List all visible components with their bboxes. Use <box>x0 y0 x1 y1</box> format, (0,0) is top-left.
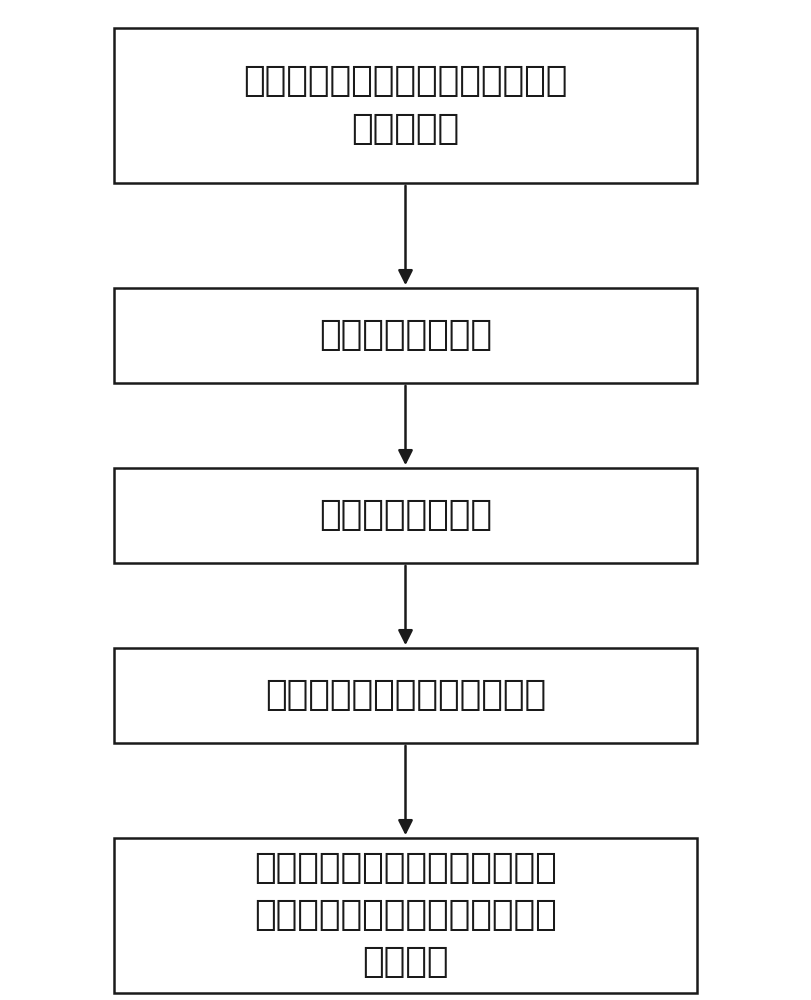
Text: 相关性模型的建立: 相关性模型的建立 <box>319 498 492 532</box>
Text: 故障可检测性和可分离性条件: 故障可检测性和可分离性条件 <box>265 678 546 712</box>
Text: 故障模式影响分析: 故障模式影响分析 <box>319 318 492 352</box>
FancyBboxPatch shape <box>114 468 697 562</box>
Text: 对功能模块进行划分，建立动量轮
关联关系图: 对功能模块进行划分，建立动量轮 关联关系图 <box>243 64 568 146</box>
FancyBboxPatch shape <box>114 838 697 992</box>
FancyBboxPatch shape <box>114 27 697 182</box>
FancyBboxPatch shape <box>114 648 697 742</box>
Text: 故障模式的故障可检测度和可分
离度以及部件的故障可检测度和
可分离度: 故障模式的故障可检测度和可分 离度以及部件的故障可检测度和 可分离度 <box>254 850 557 980</box>
FancyBboxPatch shape <box>114 288 697 382</box>
